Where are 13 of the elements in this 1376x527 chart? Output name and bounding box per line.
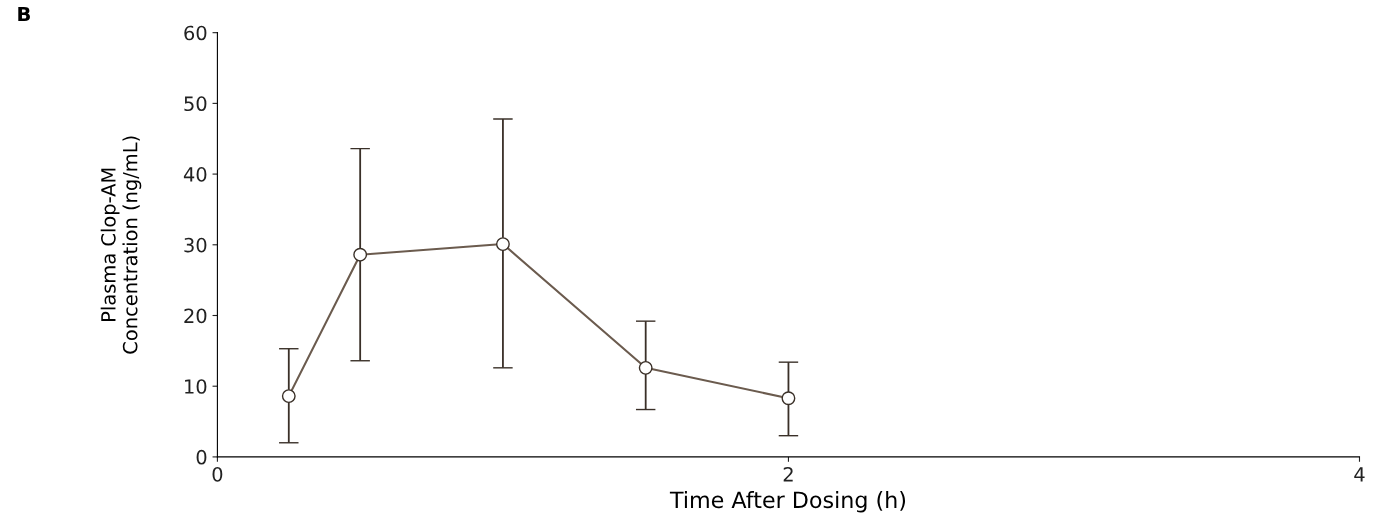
y-tick-label: 60 bbox=[184, 25, 207, 41]
x-tick-label: 0 bbox=[212, 466, 223, 482]
y-tick-label: 20 bbox=[184, 308, 207, 324]
y-tick-label: 50 bbox=[184, 96, 207, 112]
y-axis-title: Plasma Clop-AM Concentration (ng/mL) bbox=[100, 136, 142, 354]
x-axis-title: Time After Dosing (h) bbox=[669, 491, 906, 513]
y-tick-label: 40 bbox=[183, 167, 207, 182]
text: B bbox=[18, 6, 30, 22]
x-tick-label: 4 bbox=[1354, 467, 1365, 482]
y-tick-label: 30 bbox=[184, 237, 207, 253]
y-tick-label: 0 bbox=[196, 449, 207, 465]
x-tick-label: 2 bbox=[783, 466, 793, 482]
y-tick-label: 10 bbox=[185, 379, 207, 394]
